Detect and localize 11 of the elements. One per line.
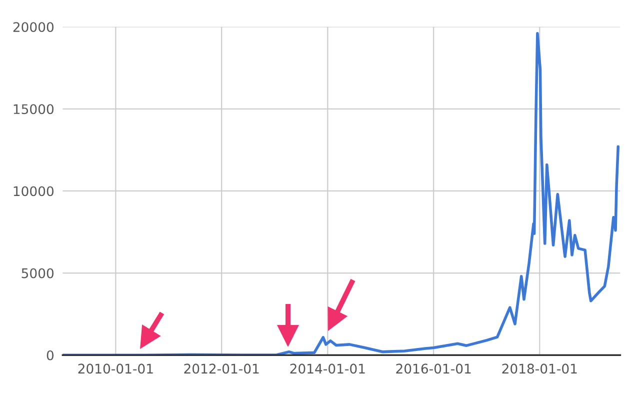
- x-tick-label: 2012-01-01: [184, 364, 259, 374]
- y-tick-label: 20000: [13, 22, 54, 32]
- y-tick-label: 15000: [14, 104, 54, 114]
- x-tick-label: 2010-01-01: [78, 364, 153, 374]
- y-tick-label: 10000: [14, 186, 54, 196]
- x-tick-label: 2018-01-01: [502, 364, 577, 374]
- line-series: [62, 32, 620, 356]
- x-tick-label: 2016-01-01: [396, 364, 471, 374]
- y-tick-label: 5000: [22, 268, 54, 278]
- x-tick-label: 2014-01-01: [290, 364, 365, 374]
- y-tick-label: 0: [46, 350, 54, 360]
